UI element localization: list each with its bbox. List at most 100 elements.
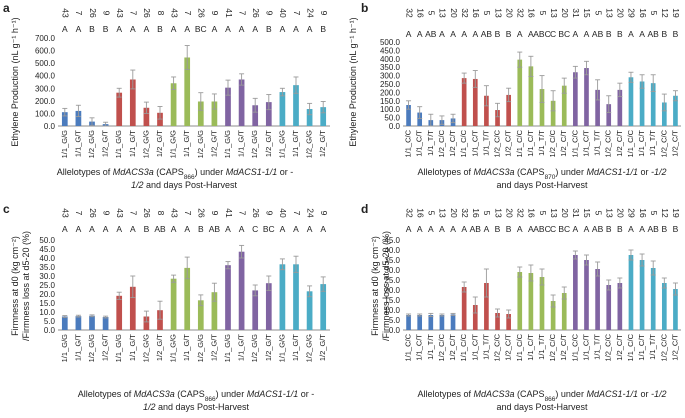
bar bbox=[197, 300, 204, 330]
group-letter: B bbox=[198, 224, 204, 234]
error-bar bbox=[320, 101, 326, 114]
sample-count: 41 bbox=[224, 208, 234, 218]
error-bar bbox=[293, 255, 299, 273]
x-category-label: 1/2_C/C bbox=[437, 129, 446, 157]
error-bar bbox=[130, 275, 136, 299]
bar bbox=[573, 255, 578, 330]
error-bar bbox=[198, 294, 204, 307]
group-letter: BC bbox=[195, 24, 207, 34]
error-bar bbox=[143, 310, 149, 323]
x-category-label: 1/2_G/T bbox=[101, 334, 110, 362]
sample-count: 5 bbox=[482, 11, 492, 16]
sample-count: 13 bbox=[493, 8, 503, 18]
y-tick-label: 25.0 bbox=[384, 276, 400, 285]
error-bar bbox=[116, 291, 122, 300]
sample-count: 26 bbox=[88, 8, 98, 18]
error-bar bbox=[661, 93, 667, 112]
error-bar bbox=[266, 94, 272, 111]
x-category-label: 1/2_C/C bbox=[659, 333, 668, 361]
bar bbox=[661, 102, 667, 126]
x-category-label: 1/2_G/T bbox=[209, 130, 218, 158]
error-bar bbox=[89, 314, 95, 318]
x-category-label: 1/1_C/T bbox=[470, 130, 479, 157]
y-tick-label: 200.0 bbox=[35, 97, 56, 106]
error-bar bbox=[103, 315, 109, 319]
group-letter: ABC bbox=[533, 224, 550, 234]
x-category-label: 1/2_C/T bbox=[615, 334, 624, 361]
bar bbox=[495, 110, 500, 126]
error-bar bbox=[661, 277, 667, 289]
x-category-label: 1/1_T/T bbox=[426, 130, 435, 156]
y-tick-label: 0.0 bbox=[389, 326, 401, 335]
bar bbox=[61, 112, 68, 126]
x-axis-label: 1/2 and days Post-Harvest bbox=[131, 180, 238, 190]
bar bbox=[639, 81, 645, 126]
sample-count: 20 bbox=[560, 8, 570, 18]
sample-count: 26 bbox=[197, 208, 207, 218]
bar bbox=[252, 290, 259, 330]
x-category-label: 1/1_C/T bbox=[581, 130, 590, 157]
y-tick-label: 50.0 bbox=[39, 236, 55, 245]
error-bar bbox=[417, 313, 423, 317]
sample-count: 43 bbox=[115, 8, 125, 18]
sample-count: 15 bbox=[582, 8, 592, 18]
group-letter: A bbox=[584, 224, 590, 234]
bar bbox=[561, 293, 567, 330]
error-bar bbox=[428, 113, 434, 127]
group-letter: B bbox=[661, 29, 667, 39]
x-category-label: 1/2_G/T bbox=[264, 130, 273, 158]
group-letter: A bbox=[417, 224, 423, 234]
sample-count: 32 bbox=[404, 8, 414, 18]
bar bbox=[252, 105, 259, 126]
error-bar bbox=[157, 300, 163, 320]
group-letter: B bbox=[157, 24, 163, 34]
sample-count: 16 bbox=[471, 8, 481, 18]
y-tick-label: 0.0 bbox=[44, 326, 56, 335]
x-category-label: 1/2_G/T bbox=[209, 334, 218, 362]
sample-count: 9 bbox=[210, 211, 220, 216]
error-bar bbox=[62, 315, 68, 318]
y-tick-label: 50.0 bbox=[384, 114, 400, 123]
group-letter: A bbox=[472, 29, 478, 39]
y-axis-label: /Firmness loss at d5-20 (%) bbox=[381, 231, 391, 341]
sample-count: 26 bbox=[142, 208, 152, 218]
x-category-label: 1/1_G/G bbox=[114, 334, 123, 363]
bar bbox=[506, 314, 511, 330]
error-bar bbox=[62, 107, 68, 117]
bar bbox=[428, 315, 434, 330]
x-category-label: 1/2_C/C bbox=[604, 129, 613, 157]
x-category-label: 1/1_G/G bbox=[60, 334, 69, 363]
sample-count: 32 bbox=[516, 8, 526, 18]
bar bbox=[211, 292, 218, 330]
sample-count: 7 bbox=[237, 11, 247, 16]
x-category-label: 1/1_C/T bbox=[637, 130, 646, 157]
sample-count: 26 bbox=[142, 8, 152, 18]
group-letter: A bbox=[116, 224, 122, 234]
chart-panel-a: a 0.0 100.0 200.0 300.0 400.0 500.0 600.0 700.0 A… bbox=[3, 1, 330, 190]
x-category-label: 1/1_C/C bbox=[459, 129, 468, 157]
bar bbox=[595, 89, 600, 126]
bar bbox=[617, 89, 623, 126]
x-category-label: 1/1_G/G bbox=[223, 334, 232, 363]
x-category-label: 1/1_G/T bbox=[291, 334, 300, 362]
sample-count: 20 bbox=[616, 208, 626, 218]
sample-count: 26 bbox=[251, 8, 261, 18]
y-tick-label: 0.0 bbox=[44, 122, 56, 131]
error-bar bbox=[417, 106, 423, 119]
error-bar bbox=[225, 261, 231, 270]
error-bar bbox=[550, 294, 556, 308]
error-bar bbox=[528, 55, 534, 77]
bar bbox=[495, 313, 500, 330]
group-letter: A bbox=[450, 224, 456, 234]
error-bar bbox=[617, 82, 623, 98]
error-bar bbox=[495, 102, 501, 118]
sample-count: 43 bbox=[169, 208, 179, 218]
bar bbox=[472, 305, 478, 330]
bar bbox=[417, 112, 423, 126]
y-tick-label: 350.0 bbox=[380, 63, 401, 72]
y-tick-label: 400.0 bbox=[35, 72, 56, 81]
error-bar bbox=[439, 115, 445, 125]
group-letter: A bbox=[171, 24, 177, 34]
x-category-label: 1/1_G/T bbox=[128, 334, 137, 362]
y-tick-label: 300.0 bbox=[35, 84, 56, 93]
